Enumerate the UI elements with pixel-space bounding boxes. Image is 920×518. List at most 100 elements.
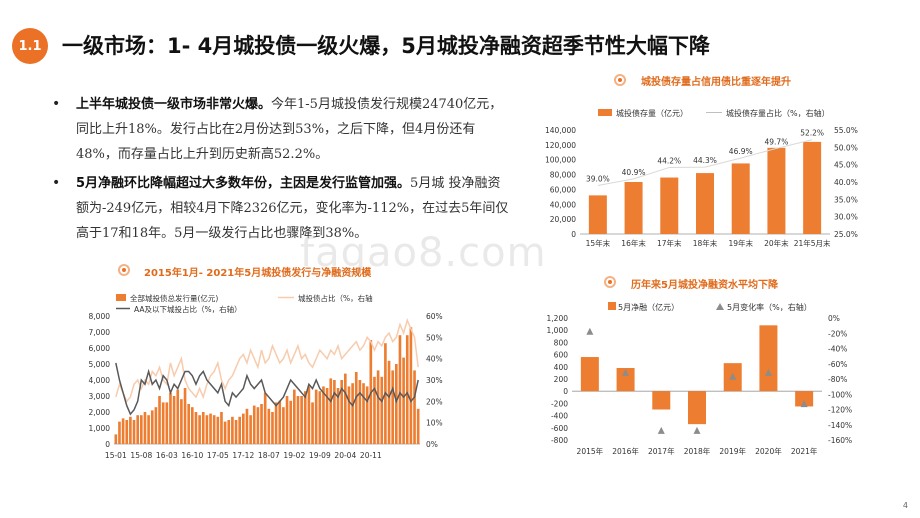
slide-title: 一级市场：1- 4月城投债一级火爆，5月城投净融资超季节性大幅下降 (62, 34, 710, 58)
bar (416, 408, 420, 444)
chart3-title: 历年来5月城投净融资水平均下降 (631, 280, 778, 291)
y-tick-label: -400 (551, 412, 568, 421)
bar (333, 380, 336, 444)
x-tick-label: 2021年 (791, 446, 818, 456)
bar (387, 360, 391, 444)
bar (405, 335, 409, 444)
chart-title-icon (604, 276, 616, 288)
bar (336, 388, 340, 444)
bar (354, 372, 358, 444)
data-label: 52.2% (800, 129, 824, 138)
bullet-list: • 上半年城投债一级市场非常火爆。今年1-5月城投债发行规模24740亿元，同比… (40, 92, 510, 250)
bar (318, 391, 322, 444)
x-tick-label: 18年末 (693, 238, 718, 248)
x-tick-label: 19-09 (309, 451, 331, 460)
y-tick-label: 200 (554, 375, 569, 384)
bullet-body: 今年1-5月城投债发行规模24740亿元，同比上升18%。发行占比在2月份达到5… (76, 97, 503, 162)
y-tick-label: 2,000 (89, 408, 111, 417)
y2-tick-label: 35.0% (834, 195, 858, 204)
legend-swatch-triangle (716, 303, 724, 310)
y-tick-label: 0 (563, 387, 568, 396)
page-number: 4 (902, 501, 908, 510)
bar (362, 383, 365, 444)
x-tick-label: 18-07 (258, 451, 280, 460)
bar (731, 163, 750, 234)
data-label: 44.3% (693, 156, 717, 165)
bullet-heading: 5月净融环比降幅超过大多数年份，主因是发行监管加强。 (76, 176, 411, 191)
legend-label: 5月变化率（%，右轴） (727, 302, 812, 312)
x-tick-label: 16年末 (621, 238, 646, 248)
x-tick-label: 16-03 (156, 451, 178, 460)
x-tick-label: 19年末 (728, 238, 753, 248)
y-tick-label: 800 (554, 338, 569, 347)
y-tick-label: 60,000 (550, 185, 576, 194)
x-tick-label: 2015年 (577, 446, 604, 456)
y2-tick-label: -160% (828, 436, 852, 445)
stock-share-chart: 城投债存量（亿元） 城投债存量占比（%，右轴） 0 20,000 40,000 60,00… (545, 108, 858, 248)
bar (154, 407, 158, 444)
y2-tick-label: 60% (426, 312, 443, 321)
bar (358, 380, 362, 444)
bar (624, 182, 643, 234)
y2-tick-label: 40.0% (834, 178, 858, 187)
change-rate-marker (622, 368, 630, 376)
bar (759, 325, 778, 392)
y-tick-label: 40,000 (550, 200, 576, 209)
bar (696, 173, 714, 234)
data-label: 46.9% (729, 147, 753, 156)
y2-tick-label: 30% (426, 376, 443, 385)
bullet-dot-icon: • (52, 96, 61, 112)
y2-tick-label: -60% (828, 360, 847, 369)
bar (143, 412, 147, 444)
bar (121, 418, 125, 444)
bar (136, 415, 139, 444)
bar (282, 407, 285, 444)
y-tick-label: 5,000 (89, 360, 111, 369)
bar (293, 389, 296, 444)
bar (114, 434, 118, 444)
bar (252, 405, 256, 444)
change-rate-marker (764, 368, 772, 376)
bar (285, 396, 289, 444)
bar (588, 195, 607, 234)
y-tick-label: 4,000 (89, 376, 111, 385)
bar (314, 389, 318, 444)
chart-title-icon (614, 74, 626, 86)
x-tick-label: 2018年 (684, 446, 711, 456)
bar (249, 415, 252, 444)
bar (176, 389, 180, 444)
section-badge: 1.1 (12, 28, 48, 64)
bar (289, 400, 292, 444)
bar (402, 357, 405, 444)
x-tick-label: 15-08 (130, 451, 152, 460)
y2-tick-label: -120% (828, 406, 852, 415)
bar (234, 420, 238, 444)
y-tick-label: -800 (551, 436, 568, 445)
bullet-heading: 上半年城投债一级市场非常火爆。 (76, 97, 272, 112)
bar (347, 386, 351, 444)
bar (256, 407, 260, 444)
bar (300, 396, 303, 444)
bar (296, 396, 300, 444)
legend-swatch-bar (598, 109, 612, 116)
bar (216, 416, 220, 444)
bar (376, 370, 380, 444)
legend-swatch-bar (116, 294, 126, 301)
y2-tick-label: 0% (828, 314, 840, 323)
y-tick-label: -600 (551, 424, 568, 433)
bar (307, 386, 311, 444)
y-tick-label: 140,000 (545, 126, 576, 135)
x-tick-label: 20-04 (334, 451, 356, 460)
x-tick-label: 20年末 (764, 238, 789, 248)
x-tick-label: 2020年 (755, 446, 782, 456)
y2-tick-label: 20% (426, 397, 443, 406)
legend-label: 城投债存量（亿元） (616, 108, 688, 118)
x-tick-label: 2016年 (612, 446, 639, 456)
y-tick-label: 120,000 (545, 141, 576, 150)
y-tick-label: 8,000 (89, 312, 111, 321)
bar (803, 141, 822, 234)
legend-swatch-bar (608, 302, 616, 310)
bar (158, 396, 161, 444)
bar (340, 380, 343, 444)
bar (795, 391, 814, 407)
